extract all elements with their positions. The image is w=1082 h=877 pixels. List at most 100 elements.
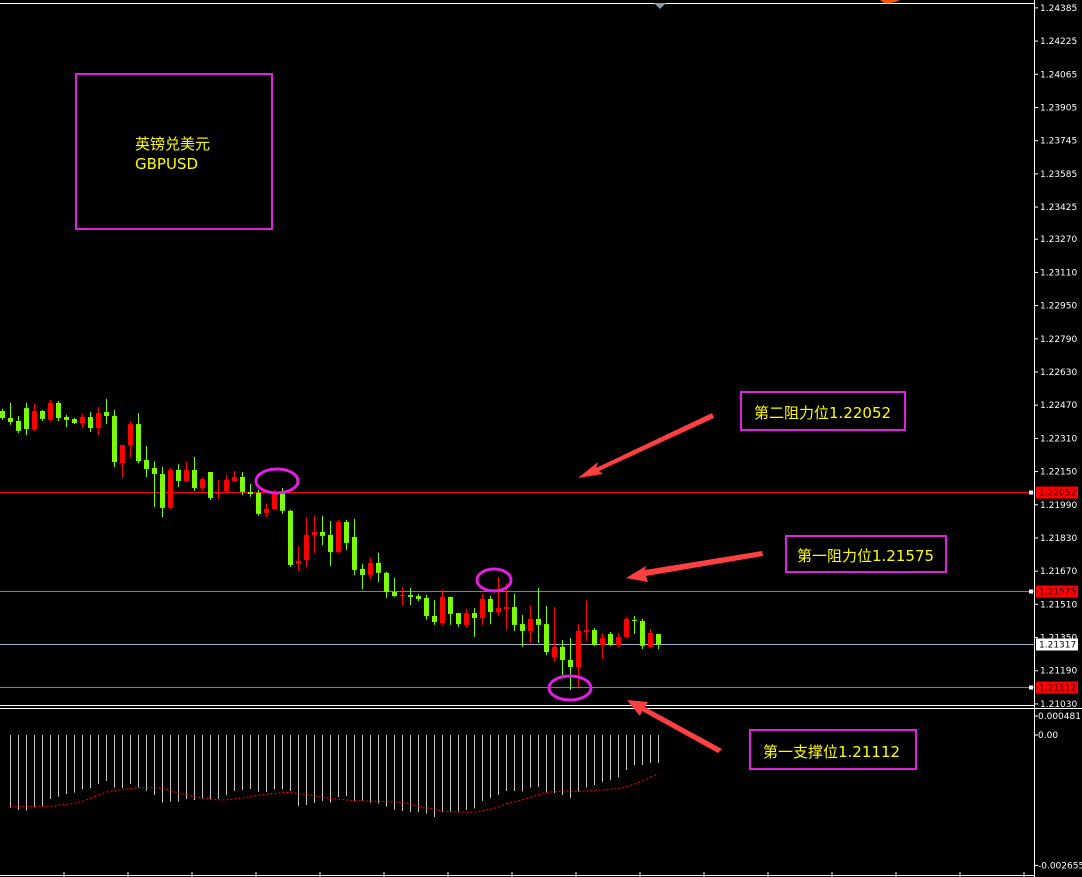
signal-line-segment bbox=[514, 799, 523, 803]
y-tick-label: 1.21990 bbox=[1040, 501, 1077, 511]
candle-body bbox=[512, 607, 517, 625]
candle bbox=[328, 520, 333, 566]
candle-body bbox=[224, 479, 229, 491]
candle bbox=[592, 628, 597, 646]
signal-line-segment bbox=[210, 798, 219, 801]
candle-body bbox=[80, 417, 85, 424]
line-handle[interactable] bbox=[1029, 589, 1033, 594]
candle-body bbox=[376, 562, 381, 573]
candle bbox=[616, 632, 621, 647]
candle bbox=[320, 515, 325, 546]
candle-body bbox=[440, 596, 445, 624]
candle-body bbox=[144, 459, 149, 470]
candle bbox=[304, 517, 309, 568]
y-tick-label: 1.22630 bbox=[1040, 368, 1077, 378]
candle bbox=[384, 571, 389, 598]
signal-line-segment bbox=[178, 792, 187, 796]
candle bbox=[544, 606, 549, 655]
symbol-box: 英镑兑美元 GBPUSD bbox=[75, 73, 273, 230]
candle bbox=[352, 518, 357, 575]
y-tick-label: 1.23585 bbox=[1040, 170, 1077, 180]
signal-line-segment bbox=[58, 803, 67, 806]
candle bbox=[80, 414, 85, 429]
y-tick-label: 1.24065 bbox=[1040, 70, 1077, 80]
candle bbox=[392, 578, 397, 597]
candle-body bbox=[520, 624, 525, 631]
candle bbox=[0, 408, 5, 420]
chart-shift-marker-icon[interactable] bbox=[654, 3, 666, 9]
price-tag-label: 1.21317 bbox=[1039, 641, 1076, 651]
candle bbox=[8, 402, 13, 425]
candle-body bbox=[424, 597, 429, 616]
candle bbox=[56, 401, 61, 421]
candle-body bbox=[216, 491, 221, 494]
candle-body bbox=[408, 595, 413, 597]
candle-body bbox=[608, 634, 613, 646]
signal-line-segment bbox=[202, 797, 211, 800]
candle bbox=[312, 515, 317, 553]
candle bbox=[88, 412, 93, 432]
signal-line-segment bbox=[618, 786, 627, 790]
signal-line-segment bbox=[306, 793, 315, 797]
line-handle[interactable] bbox=[1029, 685, 1033, 690]
candle bbox=[632, 615, 637, 635]
candle-body bbox=[320, 531, 325, 536]
y-tick-label: 1.23425 bbox=[1040, 203, 1077, 213]
indicator-tick-label: 0.000481 bbox=[1038, 712, 1081, 722]
signal-line-segment bbox=[250, 794, 259, 797]
candle-body bbox=[280, 492, 285, 511]
signal-line-segment bbox=[538, 791, 547, 795]
candle-body bbox=[352, 536, 357, 570]
signal-line-segment bbox=[506, 801, 515, 805]
y-tick-label: 1.23745 bbox=[1040, 137, 1077, 147]
y-tick-label: 1.22950 bbox=[1040, 302, 1077, 312]
signal-line-segment bbox=[50, 804, 59, 807]
candle-body bbox=[208, 471, 213, 498]
candle bbox=[400, 586, 405, 607]
candle-body bbox=[480, 598, 485, 619]
signal-line-segment bbox=[154, 787, 163, 790]
signal-line-segment bbox=[314, 795, 323, 798]
candle-body bbox=[616, 636, 621, 646]
signal-line-segment bbox=[330, 797, 339, 800]
signal-line-segment bbox=[626, 783, 635, 788]
candle bbox=[264, 503, 269, 518]
candle-body bbox=[120, 445, 125, 464]
symbol-name-cn: 英镑兑美元 bbox=[135, 135, 211, 153]
candle-body bbox=[88, 417, 93, 429]
candle bbox=[608, 631, 613, 646]
candle-body bbox=[344, 521, 349, 543]
signal-line-segment bbox=[242, 795, 251, 799]
indicator-tick-label: 0.00 bbox=[1038, 731, 1058, 741]
line-handle[interactable] bbox=[1029, 490, 1033, 495]
candle bbox=[624, 616, 629, 638]
signal-line-segment bbox=[634, 780, 643, 785]
arrow-icon bbox=[626, 551, 763, 582]
candle bbox=[408, 587, 413, 605]
candle-body bbox=[256, 492, 261, 514]
candle bbox=[464, 608, 469, 629]
signal-line-segment bbox=[410, 803, 419, 807]
candle-body bbox=[592, 629, 597, 646]
candle bbox=[144, 446, 149, 477]
candle-body bbox=[168, 469, 173, 508]
candle-body bbox=[48, 402, 53, 420]
candle bbox=[512, 593, 517, 631]
candle-body bbox=[560, 646, 565, 660]
candle-body bbox=[240, 476, 245, 492]
candle bbox=[208, 471, 213, 500]
candle bbox=[600, 632, 605, 659]
price-tag bbox=[1036, 585, 1078, 598]
candle-body bbox=[0, 410, 5, 419]
candle bbox=[552, 607, 557, 663]
candle bbox=[32, 403, 37, 431]
candle bbox=[648, 628, 653, 648]
candle-body bbox=[336, 521, 341, 553]
signal-line-segment bbox=[522, 796, 531, 801]
signal-line-segment bbox=[434, 808, 443, 812]
candle-body bbox=[528, 618, 533, 631]
candle bbox=[448, 596, 453, 625]
signal-line-segment bbox=[106, 790, 115, 793]
signal-line-segment bbox=[258, 793, 267, 796]
